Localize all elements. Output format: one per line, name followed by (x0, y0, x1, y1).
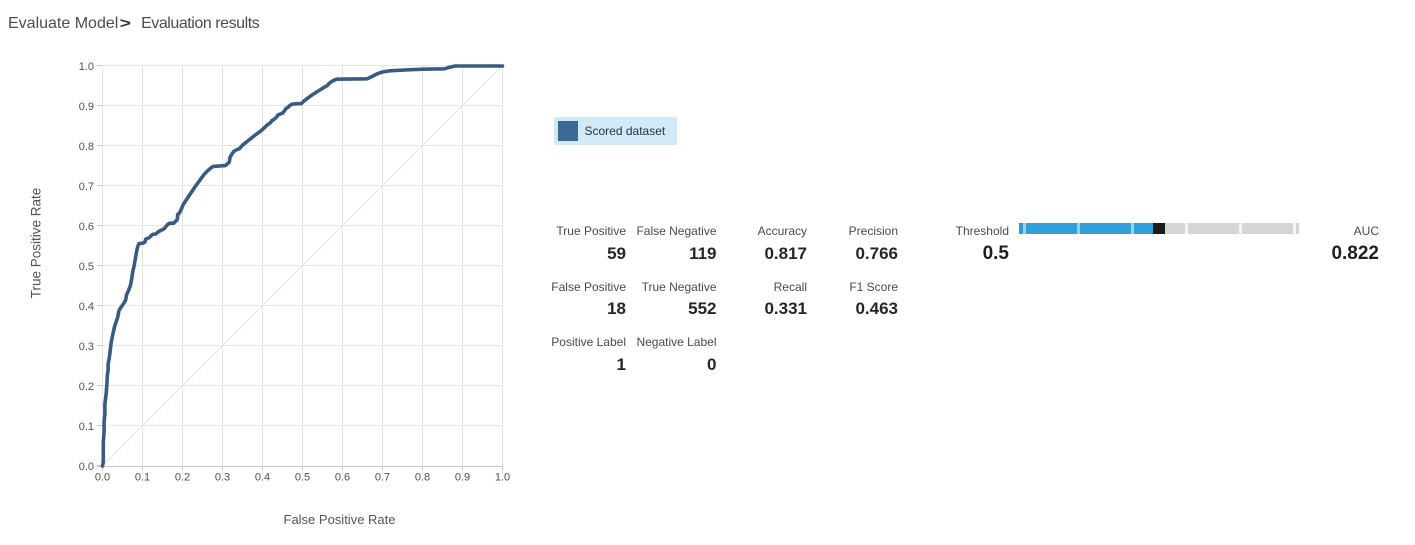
svg-text:0.9: 0.9 (455, 472, 470, 484)
svg-text:0.3: 0.3 (215, 472, 230, 484)
svg-text:0.0: 0.0 (95, 472, 110, 484)
svg-text:0.7: 0.7 (79, 181, 94, 193)
svg-text:0.4: 0.4 (255, 472, 270, 484)
svg-text:0.8: 0.8 (415, 472, 430, 484)
svg-text:0.0: 0.0 (79, 461, 94, 473)
svg-text:1.0: 1.0 (79, 61, 94, 73)
svg-text:0.3: 0.3 (79, 341, 94, 353)
svg-text:0.9: 0.9 (79, 101, 94, 113)
svg-text:0.5: 0.5 (79, 261, 94, 273)
svg-text:0.1: 0.1 (135, 472, 150, 484)
svg-text:0.1: 0.1 (79, 421, 94, 433)
svg-text:0.2: 0.2 (79, 381, 94, 393)
svg-text:0.6: 0.6 (335, 472, 350, 484)
svg-text:False Positive Rate: False Positive Rate (284, 512, 396, 527)
svg-text:0.6: 0.6 (79, 221, 94, 233)
svg-text:True Positive Rate: True Positive Rate (29, 188, 44, 299)
svg-text:0.8: 0.8 (79, 141, 94, 153)
svg-text:0.5: 0.5 (295, 472, 310, 484)
svg-text:0.4: 0.4 (79, 301, 94, 313)
svg-text:1.0: 1.0 (495, 472, 510, 484)
svg-text:0.2: 0.2 (175, 472, 190, 484)
svg-text:0.7: 0.7 (375, 472, 390, 484)
